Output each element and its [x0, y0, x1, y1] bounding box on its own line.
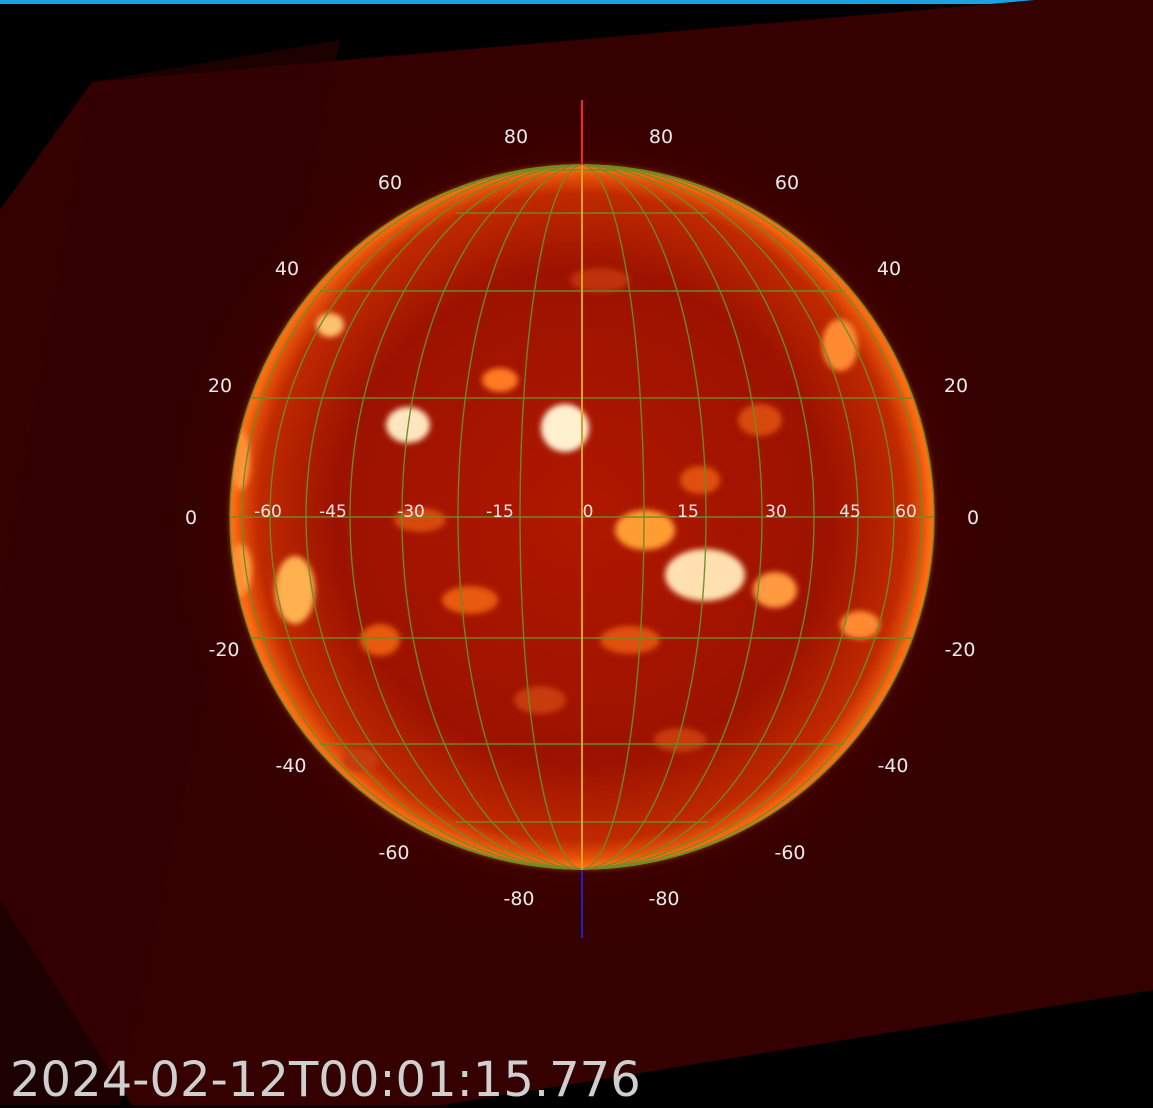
lon-label: 30 — [765, 502, 787, 522]
lat-label: 40 — [275, 258, 299, 280]
lat-label: 80 — [649, 126, 673, 148]
lat-label: -60 — [774, 842, 805, 864]
lon-label: -15 — [486, 502, 514, 522]
lat-label: -80 — [648, 888, 679, 910]
lat-label: 0 — [967, 507, 979, 529]
lat-label: -40 — [275, 755, 306, 777]
lon-label: 60 — [895, 502, 917, 522]
lat-label: 20 — [208, 375, 232, 397]
lon-label: -45 — [319, 502, 347, 522]
observation-timestamp: 2024-02-12T00:01:15.776 — [10, 1052, 641, 1108]
top-accent-bar — [0, 0, 1153, 4]
longitude-labels: -60 -45 -30 -15 0 15 30 45 60 — [254, 502, 917, 522]
lat-label: 60 — [378, 172, 402, 194]
lat-label: -40 — [877, 755, 908, 777]
lat-label: -60 — [378, 842, 409, 864]
lon-label: 0 — [583, 502, 594, 522]
lat-label: 60 — [775, 172, 799, 194]
latitude-labels-right: 80 60 40 20 0 -20 -40 -60 -80 — [648, 126, 979, 910]
lon-label: 15 — [677, 502, 699, 522]
lat-label: 0 — [185, 507, 197, 529]
lon-label: 45 — [839, 502, 861, 522]
lat-label: -80 — [503, 888, 534, 910]
latitude-labels-left: 80 60 40 20 0 -20 -40 -60 -80 — [185, 126, 535, 910]
lat-label: 20 — [944, 375, 968, 397]
lat-label: 80 — [504, 126, 528, 148]
lon-label: -60 — [254, 502, 282, 522]
lat-label: -20 — [944, 639, 975, 661]
lat-label: 40 — [877, 258, 901, 280]
lon-label: -30 — [397, 502, 425, 522]
lat-label: -20 — [208, 639, 239, 661]
